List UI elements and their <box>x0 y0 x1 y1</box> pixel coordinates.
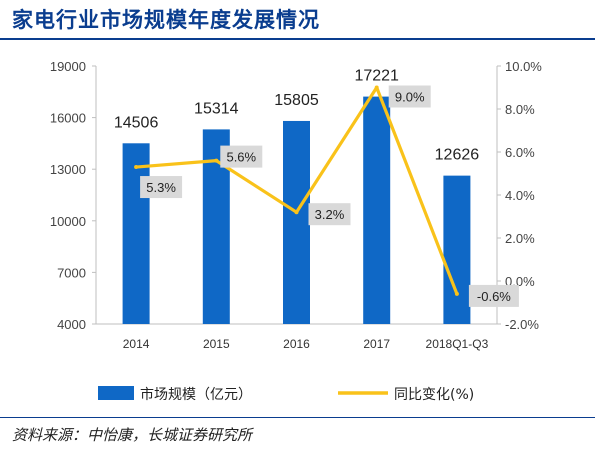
source-divider <box>0 417 595 418</box>
line-value-label-box <box>388 85 431 108</box>
right-axis-tick-label: 10.0% <box>505 59 542 74</box>
line-value-label-box <box>220 145 263 168</box>
line-value-label: -0.6% <box>477 289 511 304</box>
bar-value-label: 12626 <box>435 147 480 164</box>
chart: 4000700010000130001600019000-2.0%0.0%2.0… <box>50 59 542 403</box>
left-axis-tick-label: 4000 <box>57 317 86 332</box>
left-axis-tick-label: 19000 <box>50 59 86 74</box>
line-value-labels: 5.3% 5.6% 3.2% 9.0% -0.6% <box>140 85 519 307</box>
line-series <box>134 85 459 296</box>
line-value-label: 5.3% <box>146 180 176 195</box>
line-value-label-box <box>468 284 519 307</box>
bar <box>443 175 471 324</box>
line-value-label: 9.0% <box>395 90 425 105</box>
bar <box>363 96 391 324</box>
bar-value-labels: 14506 15314 15805 17221 12626 <box>114 68 479 164</box>
right-axis-tick-label: -2.0% <box>505 317 539 332</box>
line-value-label-box <box>140 176 183 199</box>
bar <box>283 120 310 324</box>
bar-value-label: 14506 <box>114 114 159 131</box>
line-point <box>374 85 379 90</box>
right-axis-tick-label: 8.0% <box>505 102 535 117</box>
category-labels: 2014 2015 2016 2017 2018Q1-Q3 <box>123 337 489 351</box>
right-axis-tick-label: 6.0% <box>505 145 535 160</box>
source-note: 资料来源：中怡康，长城证券研究所 <box>12 426 253 444</box>
line-point <box>294 210 299 215</box>
x-category-label: 2017 <box>363 337 390 351</box>
right-axis-tick-label: 2.0% <box>505 231 535 246</box>
bar-value-label: 17221 <box>354 68 399 85</box>
x-category-label: 2014 <box>123 337 150 351</box>
legend-swatch-bar <box>98 386 134 400</box>
x-category-label: 2015 <box>203 337 230 351</box>
legend-label-line: 同比变化(%) <box>394 387 474 403</box>
x-category-label: 2016 <box>283 337 310 351</box>
chart-title: 家电行业市场规模年度发展情况 <box>12 8 320 32</box>
line-value-label-box <box>308 203 351 226</box>
left-axis-tick-label: 10000 <box>50 214 86 229</box>
line-point <box>454 291 459 296</box>
left-axis-tick-label: 7000 <box>57 265 86 280</box>
left-axis-tick-label: 16000 <box>50 111 86 126</box>
bar-value-label: 15805 <box>274 92 319 109</box>
bar <box>122 143 150 324</box>
x-category-label: 2018Q1-Q3 <box>426 337 489 351</box>
line-value-label: 3.2% <box>315 207 345 222</box>
legend-label-bar: 市场规模（亿元） <box>140 386 252 403</box>
line-point <box>214 158 219 163</box>
legend: 市场规模（亿元） 同比变化(%) <box>98 386 474 403</box>
line-point <box>134 165 139 170</box>
bar-value-label: 15314 <box>194 100 239 117</box>
right-axis-tick-label: 4.0% <box>505 188 535 203</box>
line-value-label: 5.6% <box>226 150 256 165</box>
title-divider <box>0 38 595 40</box>
left-axis-tick-label: 13000 <box>50 162 86 177</box>
axes: 4000700010000130001600019000-2.0%0.0%2.0… <box>50 59 542 332</box>
